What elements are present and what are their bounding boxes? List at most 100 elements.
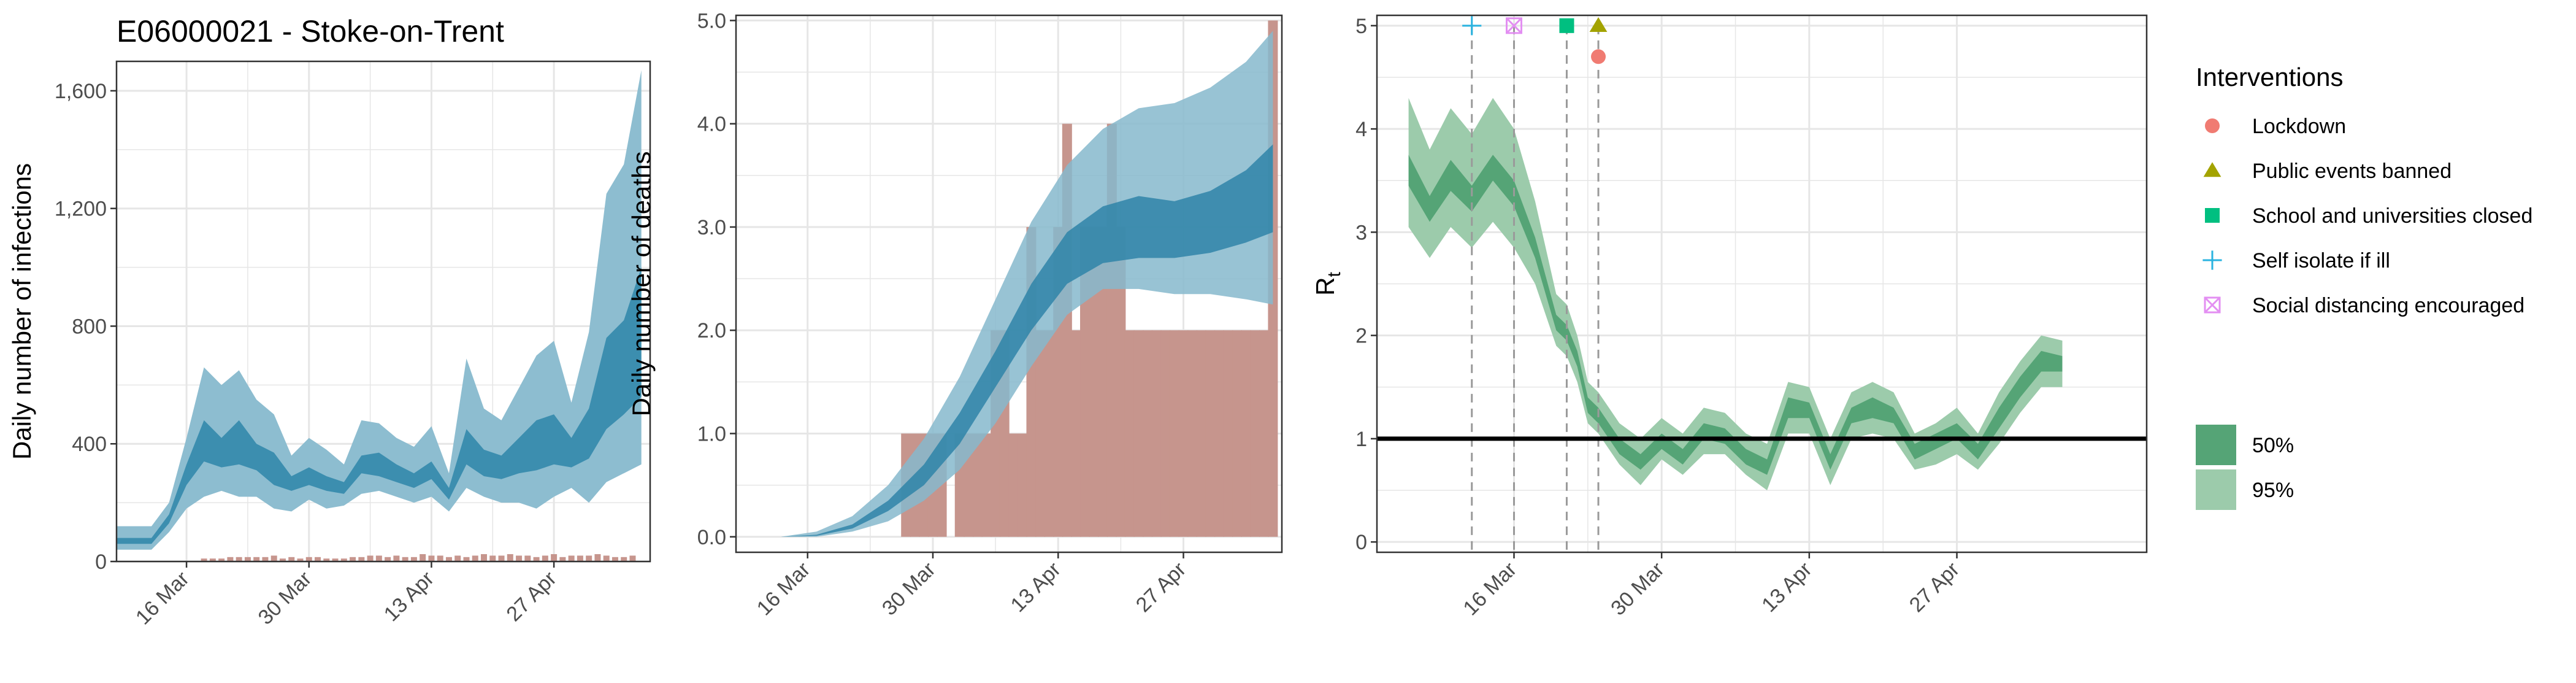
intervention-marker	[1589, 17, 1608, 33]
infections-observed-bar	[402, 557, 408, 561]
infections-observed-bar	[621, 557, 627, 561]
deaths-observed-bar	[1232, 330, 1243, 537]
infections-observed-bar	[323, 558, 330, 561]
deaths-observed-bar	[981, 433, 992, 537]
intervention-marker	[1591, 49, 1606, 64]
infections-observed-bar	[201, 558, 207, 561]
infections-observed-bar	[524, 555, 531, 561]
infections-observed-bar	[629, 555, 636, 561]
rt-y-axis-label-main: R	[1311, 277, 1340, 296]
intervention-marker	[1462, 16, 1482, 36]
infections-observed-bar	[559, 557, 566, 561]
infections-observed-bar	[218, 558, 225, 561]
infections-y-tick-label: 800	[72, 315, 107, 338]
infections-observed-bar	[350, 557, 356, 561]
rt-y-axis-label-sub: t	[1324, 272, 1344, 277]
deaths-x-tick-label: 27 Apr	[1132, 558, 1190, 617]
deaths-observed-bar	[1223, 330, 1233, 537]
deaths-observed-bar	[1214, 330, 1224, 537]
infections-observed-bar	[498, 555, 505, 561]
legend-marker-circle	[2205, 118, 2220, 133]
infections-observed-bar	[428, 555, 435, 561]
infections-observed-bar	[340, 558, 347, 561]
infections-observed-bar	[253, 557, 260, 561]
deaths-observed-bar	[1259, 330, 1269, 537]
deaths-y-tick-label: 5.0	[697, 9, 726, 33]
legend-marker-boxx-box	[2204, 296, 2221, 314]
infections-observed-bar	[315, 557, 321, 561]
rt-y-tick-label: 4	[1355, 118, 1367, 141]
legend-marker-plus	[2202, 250, 2222, 270]
deaths-y-tick-label: 1.0	[697, 422, 726, 446]
legend-marker-square	[2205, 208, 2220, 223]
deaths-observed-bar	[1143, 330, 1153, 537]
deaths-observed-bar	[1178, 330, 1189, 537]
infections-x-tick-label: 27 Apr	[502, 567, 561, 626]
infections-observed-bar	[577, 555, 583, 561]
infections-observed-bar	[367, 555, 374, 561]
legend-marker-boxx-x2	[2204, 296, 2221, 314]
deaths-observed-bar	[1116, 226, 1126, 537]
deaths-observed-bar	[1089, 226, 1099, 537]
infections-observed-bar	[516, 555, 523, 561]
deaths-observed-bar	[1133, 330, 1144, 537]
infections-observed-bar	[288, 557, 295, 561]
rt-y-tick-label: 3	[1355, 221, 1367, 244]
legend-marker-boxx	[2204, 296, 2221, 314]
infections-panel: 0 400 800 1,200 1,600 16 Mar 30 Mar 13 Apr 27 Ap…	[7, 60, 651, 629]
infections-observed-bar	[586, 555, 592, 561]
legend-title: Interventions	[2196, 63, 2343, 91]
infections-panel-border	[115, 60, 651, 563]
infections-x-tick-label: 13 Apr	[380, 567, 439, 626]
infections-observed-bar	[236, 557, 242, 561]
legend-item-label: Self isolate if ill	[2252, 249, 2390, 272]
deaths-observed-bar	[1205, 330, 1216, 537]
infections-observed-bar	[437, 555, 443, 561]
deaths-observed-bar	[1250, 330, 1260, 537]
legend-band-label: 50%	[2252, 434, 2294, 457]
infections-observed-bar	[209, 558, 216, 561]
legend-band-swatch	[2196, 469, 2236, 510]
rt-panel-border	[1376, 14, 2148, 554]
deaths-x-tick-label: 16 Mar	[753, 558, 815, 620]
infections-observed-bar	[420, 554, 426, 561]
deaths-observed-bar	[1151, 330, 1162, 537]
infections-observed-bar	[594, 554, 601, 561]
legend-marker-triangle	[2203, 162, 2221, 177]
infections-y-tick-label: 1,200	[55, 198, 107, 221]
infections-observed-bar	[463, 557, 470, 561]
infections-observed-bar	[279, 558, 286, 561]
infections-observed-bar	[445, 557, 452, 561]
legend-band-swatch	[2196, 425, 2236, 465]
intervention-marker	[1559, 18, 1574, 33]
infections-observed-bar	[270, 555, 277, 561]
deaths-observed-bar	[1017, 433, 1027, 537]
infections-observed-bar	[244, 557, 251, 561]
deaths-observed-bar	[1241, 330, 1251, 537]
deaths-observed-bar	[1080, 226, 1091, 537]
legend-item-label: Social distancing encouraged	[2252, 294, 2524, 317]
infections-y-tick-label: 400	[72, 433, 107, 456]
infections-y-axis-label: Daily number of infections	[7, 163, 36, 460]
figure-title: E06000021 - Stoke-on-Trent	[117, 14, 504, 48]
deaths-observed-bar	[1071, 330, 1081, 537]
infections-y-tick-label: 1,600	[55, 80, 107, 103]
deaths-y-tick-label: 2.0	[697, 319, 726, 342]
infections-y-tick-label: 0	[95, 550, 107, 574]
rt-y-tick-label: 5	[1355, 15, 1367, 38]
infections-observed-bar	[297, 558, 304, 561]
rt-y-tick-label: 0	[1355, 531, 1367, 554]
infections-observed-bar	[305, 557, 312, 561]
infections-observed-bar	[489, 555, 496, 561]
intervention-marker-x2	[1506, 17, 1522, 34]
legend-item-label: Public events banned	[2252, 160, 2451, 183]
deaths-observed-bar	[1035, 330, 1046, 537]
deaths-band-50pct	[781, 144, 1273, 537]
deaths-observed-bar	[1008, 433, 1019, 537]
infections-observed-bar	[603, 555, 610, 561]
deaths-panel-border	[735, 14, 1283, 554]
rt-x-tick-label: 16 Mar	[1459, 558, 1521, 620]
deaths-observed-bar	[1124, 330, 1135, 537]
rt-y-axis-label: Rt	[1311, 272, 1344, 296]
